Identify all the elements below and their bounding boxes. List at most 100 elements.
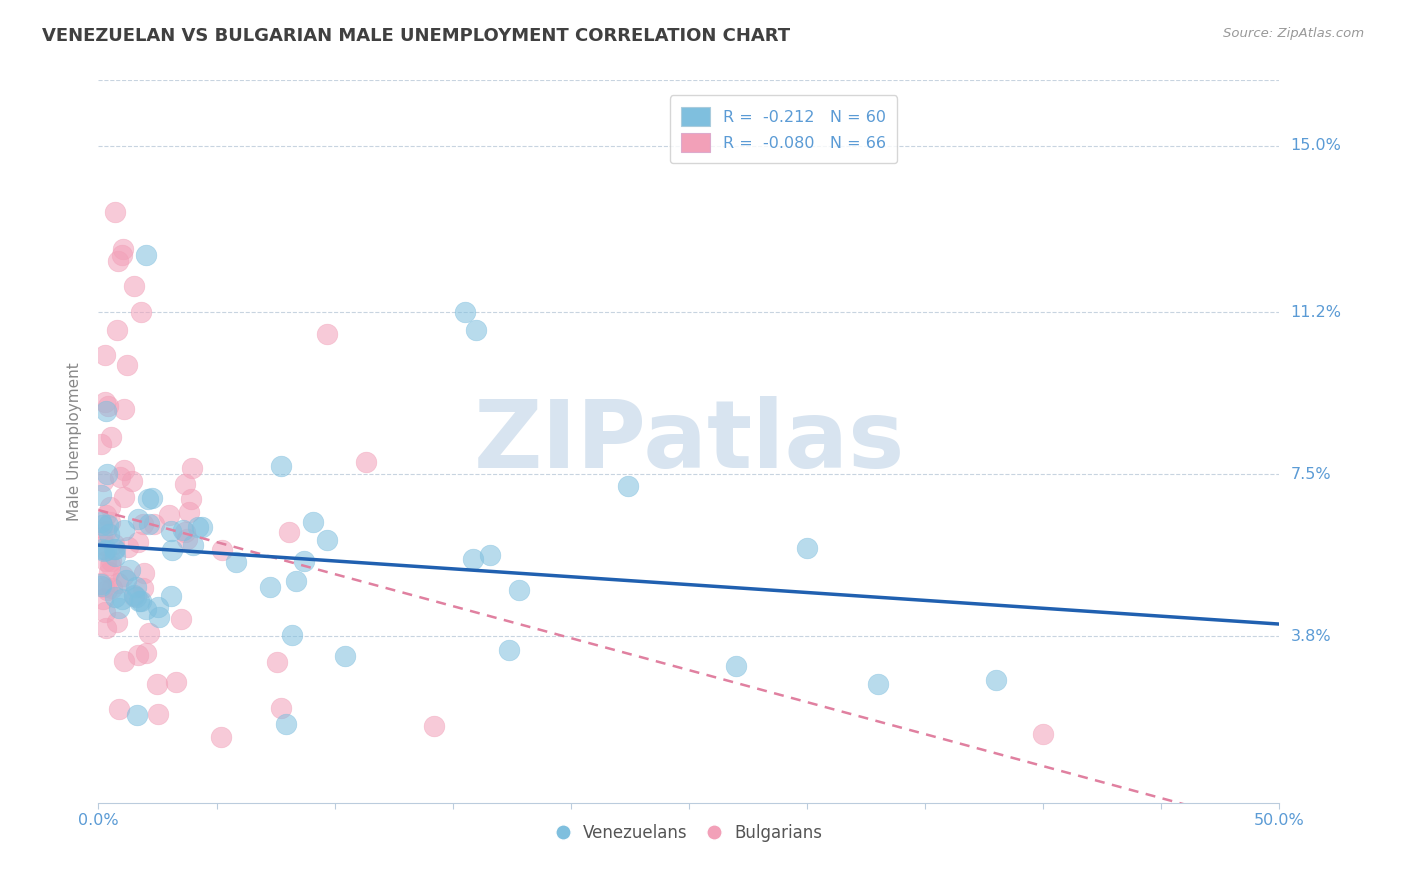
Point <box>115 358 138 372</box>
Point <box>129 305 152 319</box>
Point <box>100 430 122 444</box>
Point <box>148 610 170 624</box>
Point <box>333 648 356 663</box>
Point <box>94 348 117 362</box>
Point <box>98 500 121 514</box>
Point <box>165 675 187 690</box>
Text: 7.5%: 7.5% <box>1291 467 1331 482</box>
Point <box>90 575 112 590</box>
Point <box>138 491 160 506</box>
Point <box>91 474 114 488</box>
Point <box>93 580 115 594</box>
Point <box>96 467 118 482</box>
Point <box>465 323 488 337</box>
Point <box>179 505 201 519</box>
Point <box>104 591 127 605</box>
Text: 11.2%: 11.2% <box>1291 305 1341 320</box>
Point <box>97 400 120 414</box>
Point <box>316 327 339 342</box>
Point <box>128 594 150 608</box>
Point <box>138 626 160 640</box>
Point <box>796 541 818 556</box>
Point <box>617 479 640 493</box>
Point <box>107 701 129 715</box>
Point <box>148 599 170 614</box>
Text: VENEZUELAN VS BULGARIAN MALE UNEMPLOYMENT CORRELATION CHART: VENEZUELAN VS BULGARIAN MALE UNEMPLOYMEN… <box>42 27 790 45</box>
Point <box>93 538 115 552</box>
Point <box>160 542 183 557</box>
Point <box>270 701 292 715</box>
Point <box>285 574 308 589</box>
Point <box>316 533 339 548</box>
Point <box>94 554 117 568</box>
Point <box>276 717 298 731</box>
Point <box>127 535 149 549</box>
Point <box>127 707 149 722</box>
Point <box>91 592 114 607</box>
Point <box>180 492 202 507</box>
Point <box>302 515 325 529</box>
Point <box>142 517 165 532</box>
Point <box>225 555 247 569</box>
Point <box>104 204 127 219</box>
Point <box>281 628 304 642</box>
Point <box>461 552 484 566</box>
Point <box>176 532 198 546</box>
Point <box>97 518 120 533</box>
Point <box>259 580 281 594</box>
Point <box>104 549 127 563</box>
Point <box>112 490 135 504</box>
Point <box>173 477 195 491</box>
Point <box>292 554 315 568</box>
Point <box>132 581 155 595</box>
Point <box>104 542 127 557</box>
Point <box>117 540 139 554</box>
Point <box>131 594 153 608</box>
Point <box>1032 726 1054 740</box>
Point <box>94 543 117 558</box>
Point <box>112 242 135 256</box>
Point <box>181 460 204 475</box>
Point <box>160 589 183 603</box>
Point <box>160 524 183 539</box>
Point <box>146 676 169 690</box>
Point <box>90 515 112 529</box>
Point <box>478 549 501 563</box>
Point <box>90 577 112 591</box>
Point <box>181 539 204 553</box>
Text: Source: ZipAtlas.com: Source: ZipAtlas.com <box>1223 27 1364 40</box>
Point <box>270 459 292 474</box>
Point <box>866 677 889 691</box>
Point <box>93 544 115 558</box>
Point <box>90 488 112 502</box>
Point <box>107 576 129 591</box>
Point <box>94 404 117 418</box>
Point <box>132 566 155 581</box>
Point <box>100 554 122 568</box>
Point <box>157 508 180 523</box>
Point <box>122 279 145 293</box>
Point <box>90 437 112 451</box>
Point <box>94 395 117 409</box>
Point <box>124 589 146 603</box>
Point <box>115 573 138 587</box>
Point <box>172 524 194 538</box>
Point <box>186 520 208 534</box>
Point <box>94 508 117 522</box>
Point <box>111 591 134 606</box>
Point <box>124 581 146 595</box>
Point <box>127 512 149 526</box>
Point <box>94 605 117 619</box>
Point <box>97 527 120 541</box>
Point <box>112 568 135 582</box>
Point <box>91 517 114 532</box>
Point <box>211 542 233 557</box>
Point <box>423 719 446 733</box>
Y-axis label: Male Unemployment: Male Unemployment <box>67 362 83 521</box>
Point <box>725 658 748 673</box>
Point <box>135 602 157 616</box>
Point <box>105 323 128 337</box>
Point <box>122 588 145 602</box>
Point <box>118 563 141 577</box>
Point <box>138 517 160 532</box>
